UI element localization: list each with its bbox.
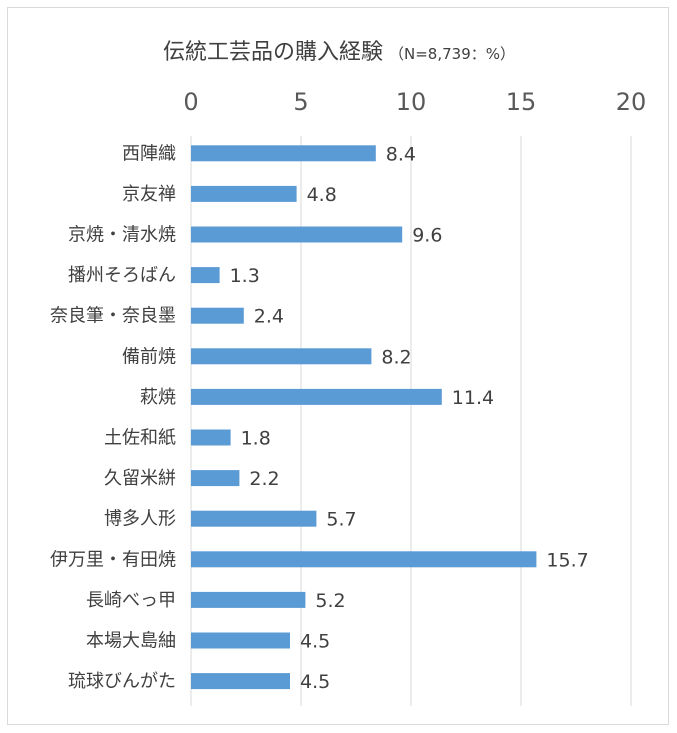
x-tick-label: 15 bbox=[506, 88, 537, 116]
value-labels: 8.4 4.8 9.6 1.3 2.4 8.2 11.4 1.8 2.2 5.7 15.7 5.2 4.… bbox=[230, 143, 589, 693]
data-label: 4.8 bbox=[307, 184, 337, 206]
bar bbox=[191, 551, 537, 568]
data-label: 2.2 bbox=[249, 468, 279, 490]
data-label: 8.4 bbox=[386, 143, 416, 165]
bar bbox=[191, 226, 403, 243]
bar bbox=[191, 470, 240, 487]
bar bbox=[191, 185, 297, 202]
bar-chart: 0 5 10 15 20 西陣織京友禅京焼・清水焼播州そろばん奈良筆・奈良墨備前焼萩焼土… bbox=[50, 88, 646, 706]
category-label: 長崎べっ甲 bbox=[86, 590, 176, 611]
bar bbox=[191, 145, 376, 162]
chart-subtitle: （N=8,739：%） bbox=[389, 45, 515, 63]
bar bbox=[191, 388, 442, 405]
category-label: 琉球びんがた bbox=[68, 671, 176, 692]
category-label: 西陣織 bbox=[122, 143, 176, 164]
data-label: 11.4 bbox=[452, 387, 494, 409]
data-label: 4.5 bbox=[300, 671, 330, 693]
category-label: 萩焼 bbox=[140, 387, 176, 408]
data-label: 8.2 bbox=[381, 346, 411, 368]
bar bbox=[191, 267, 220, 284]
data-label: 15.7 bbox=[546, 549, 588, 571]
bar bbox=[191, 429, 231, 446]
category-labels: 西陣織京友禅京焼・清水焼播州そろばん奈良筆・奈良墨備前焼萩焼土佐和紙久留米絣博多… bbox=[50, 143, 176, 692]
category-label: 久留米絣 bbox=[104, 468, 176, 489]
category-label: 博多人形 bbox=[104, 509, 176, 530]
bar bbox=[191, 632, 290, 649]
x-axis-ticks: 0 5 10 15 20 bbox=[183, 88, 646, 116]
data-label: 5.2 bbox=[315, 590, 345, 612]
bar bbox=[191, 510, 317, 527]
chart-title: 伝統工芸品の購入経験 （N=8,739：%） bbox=[8, 34, 670, 66]
data-label: 5.7 bbox=[326, 509, 356, 531]
bar bbox=[191, 673, 290, 690]
category-label: 京焼・清水焼 bbox=[68, 225, 176, 246]
x-tick-label: 0 bbox=[183, 88, 198, 116]
category-label: 京友禅 bbox=[122, 184, 176, 205]
chart-frame: 伝統工芸品の購入経験 （N=8,739：%） 0 5 10 15 20 西陣織京友禅京焼・… bbox=[7, 7, 669, 725]
data-label: 1.3 bbox=[230, 265, 260, 287]
category-label: 土佐和紙 bbox=[104, 428, 176, 449]
data-label: 1.8 bbox=[241, 428, 271, 450]
bars bbox=[191, 145, 537, 690]
category-label: 伊万里・有田焼 bbox=[50, 549, 176, 570]
data-label: 9.6 bbox=[412, 225, 442, 247]
gridlines bbox=[190, 136, 632, 706]
category-label: 播州そろばん bbox=[68, 265, 176, 286]
bar bbox=[191, 307, 244, 324]
x-tick-label: 5 bbox=[293, 88, 308, 116]
x-tick-label: 20 bbox=[616, 88, 647, 116]
bar bbox=[191, 348, 372, 365]
category-label: 奈良筆・奈良墨 bbox=[50, 306, 176, 327]
data-label: 4.5 bbox=[300, 631, 330, 653]
category-label: 本場大島紬 bbox=[86, 631, 176, 652]
data-label: 2.4 bbox=[254, 306, 284, 328]
chart-title-main: 伝統工芸品の購入経験 bbox=[163, 40, 384, 65]
x-tick-label: 10 bbox=[396, 88, 427, 116]
bar bbox=[191, 591, 306, 608]
category-label: 備前焼 bbox=[122, 346, 176, 367]
